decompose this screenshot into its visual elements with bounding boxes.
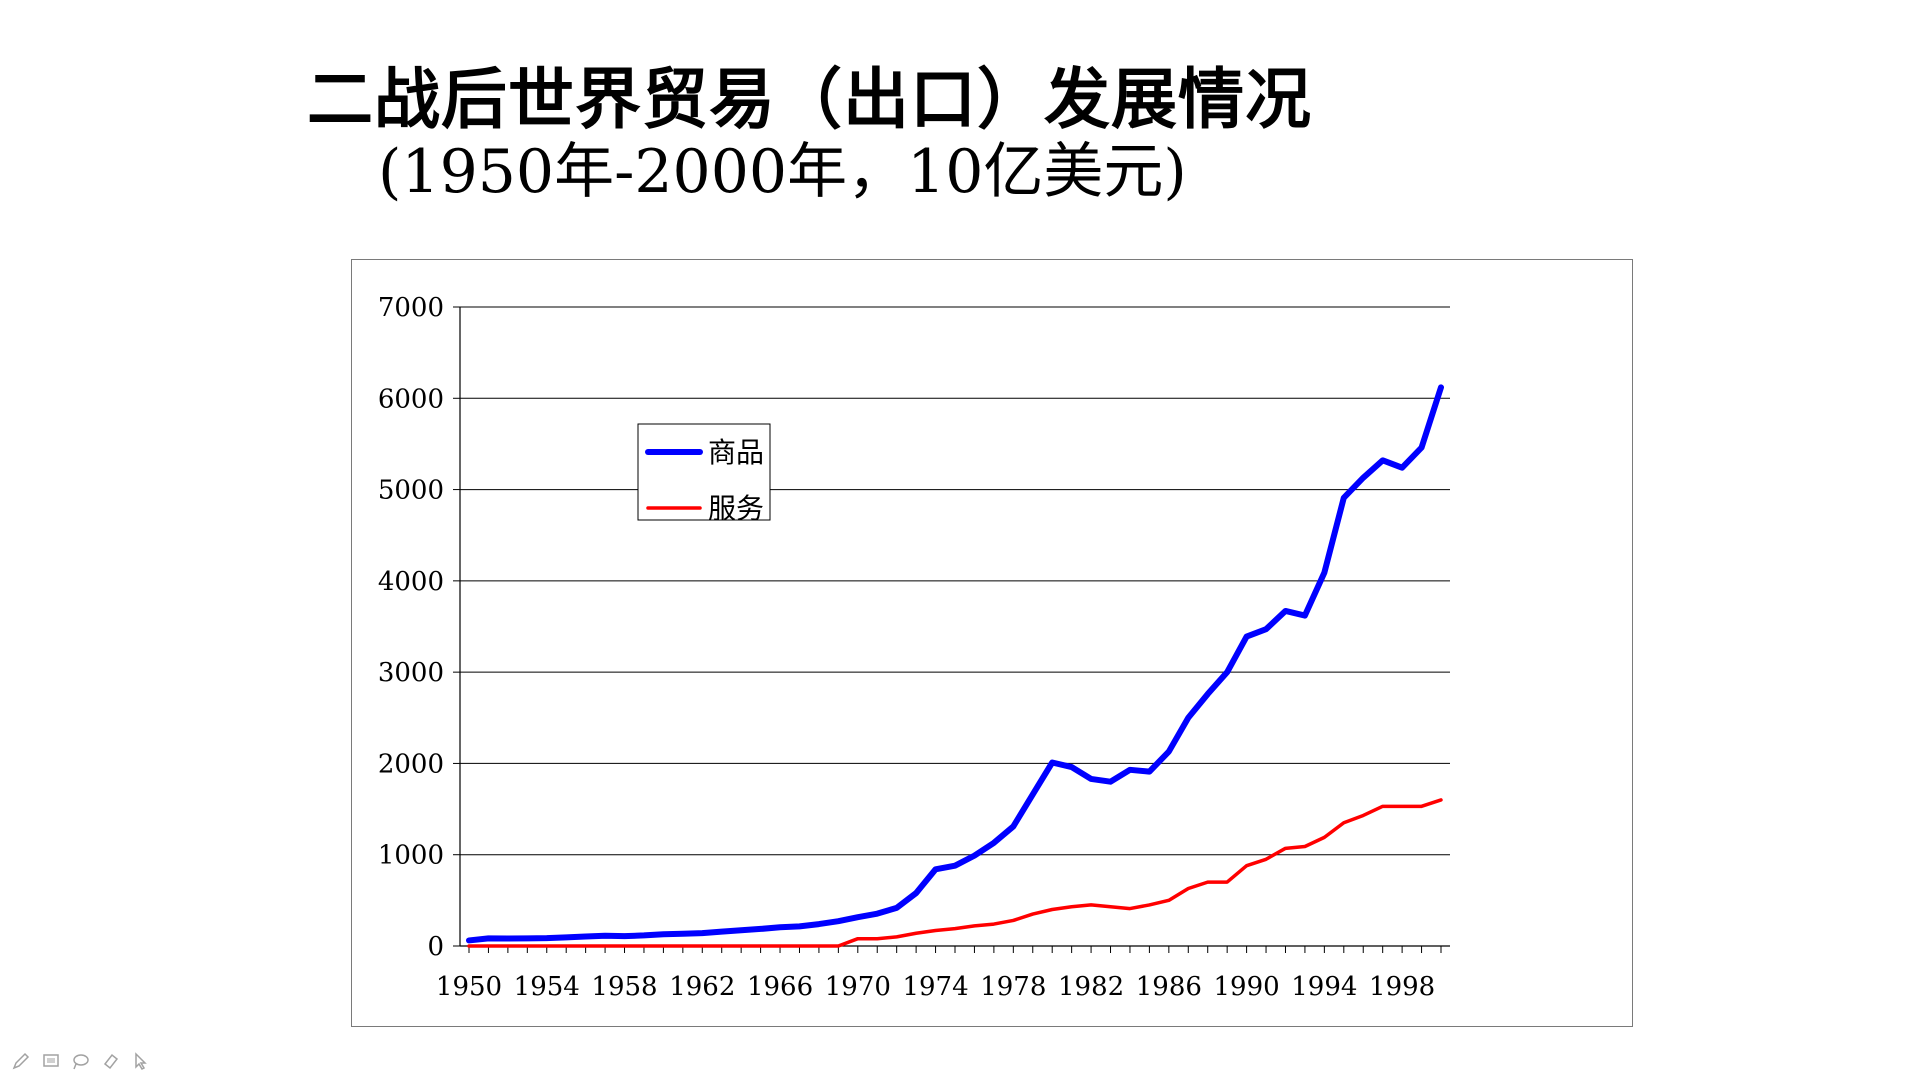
slide-title: 二战后世界贸易（出口）发展情况 (307, 61, 1312, 138)
chart-frame: 0 1000 2000 3000 4000 5000 6000 7000 1950 1954 19… (351, 259, 1633, 1027)
x-tick-label: 1958 (591, 972, 657, 1002)
y-tick-label: 1000 (378, 841, 444, 871)
presentation-toolbar (10, 1050, 152, 1072)
x-axis: 1950 1954 1958 1962 1966 1970 1974 1978 1982 1986… (436, 945, 1450, 1002)
x-tick-label: 1974 (902, 972, 968, 1002)
eraser-icon[interactable] (100, 1050, 122, 1072)
lasso-icon[interactable] (70, 1050, 92, 1072)
y-axis: 0 1000 2000 3000 4000 5000 6000 7000 (378, 293, 461, 962)
y-tick-label: 4000 (378, 567, 444, 597)
slide-subtitle: (1950年-2000年，10亿美元) (378, 137, 1187, 207)
x-tick-label: 1978 (980, 972, 1046, 1002)
x-tick-label: 1970 (825, 972, 891, 1002)
series-lines (466, 384, 1444, 948)
y-tick-label: 2000 (378, 749, 444, 779)
gridlines (460, 306, 1450, 856)
x-tick-label: 1998 (1369, 972, 1435, 1002)
y-tick-label: 3000 (378, 658, 444, 688)
legend-label: 服务 (708, 492, 764, 525)
series-line-services (467, 798, 1443, 948)
y-tick-label: 0 (427, 932, 444, 962)
x-tick-label: 1962 (669, 972, 735, 1002)
y-tick-label: 7000 (378, 293, 444, 323)
x-tick-label: 1950 (436, 972, 502, 1002)
x-tick-label: 1986 (1136, 972, 1202, 1002)
pointer-icon[interactable] (130, 1050, 152, 1072)
x-tick-label: 1982 (1058, 972, 1124, 1002)
screen-icon[interactable] (40, 1050, 62, 1072)
x-tick-label: 1966 (747, 972, 813, 1002)
x-tick-label: 1954 (514, 972, 580, 1002)
y-tick-label: 5000 (378, 476, 444, 506)
pen-icon[interactable] (10, 1050, 32, 1072)
series-line-goods (466, 384, 1444, 944)
x-tick-label: 1994 (1291, 972, 1357, 1002)
legend-label: 商品 (708, 436, 764, 469)
x-tick-label: 1990 (1214, 972, 1280, 1002)
y-tick-label: 6000 (378, 384, 444, 414)
legend-box (637, 423, 771, 521)
